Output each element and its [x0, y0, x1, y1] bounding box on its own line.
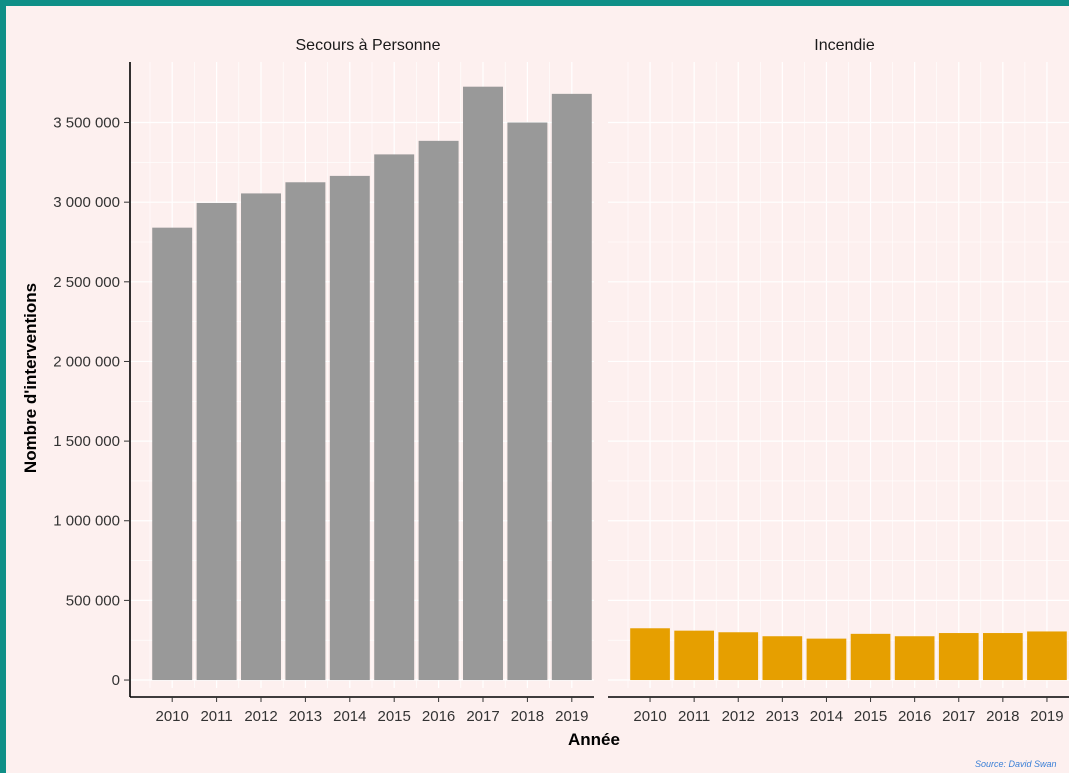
x-tick-label: 2010: [156, 708, 189, 725]
bar-secours-a-personne-2014: [329, 175, 370, 681]
x-tick-label: 2015: [378, 708, 411, 725]
bar-incendie-2010: [630, 628, 670, 681]
bar-secours-a-personne-2017: [463, 86, 503, 681]
x-tick-label: 2012: [722, 708, 755, 725]
source-caption: Source: David Swan: [975, 759, 1057, 769]
bar-incendie-2019: [1027, 631, 1067, 681]
panel-secours-a-personne: 2010 2011 2012 2013 2014 2015 2016 2017 2018 2019…: [130, 37, 594, 725]
y-axis-title: Nombre d'interventions: [21, 283, 40, 473]
bar-incendie-2011: [674, 630, 714, 681]
panel-incendie: 2010 2011 2012 2013 2014 2015 2016 2017 2018 2019…: [608, 37, 1069, 725]
y-tick-label: 1 500 000: [53, 433, 120, 450]
x-tick-label: 2013: [289, 708, 322, 725]
bar-incendie-2014: [806, 638, 847, 681]
strip-label-incendie: Incendie: [814, 37, 875, 54]
strip-label-secours-a-personne: Secours à Personne: [296, 37, 441, 54]
y-tick-label: 500 000: [66, 592, 120, 609]
x-tick-label: 2012: [244, 708, 277, 725]
panels: 2010 2011 2012 2013 2014 2015 2016 2017 2018 2019…: [130, 37, 1069, 725]
x-tick-label: 2011: [678, 708, 710, 725]
bar-incendie-2017: [938, 633, 979, 681]
x-tick-label: 2016: [422, 708, 455, 725]
bar-secours-a-personne-2012: [241, 193, 281, 681]
x-axis-title: Année: [568, 730, 620, 749]
bar-secours-a-personne-2018: [507, 122, 548, 681]
x-tick-label: 2014: [333, 708, 366, 725]
x-tick-label: 2015: [854, 708, 887, 725]
bar-secours-a-personne-2015: [374, 154, 415, 681]
y-tick-label: 3 500 000: [53, 115, 120, 132]
y-tick-label: 2 500 000: [53, 274, 120, 291]
x-tick-label: 2018: [986, 708, 1019, 725]
bar-incendie-2016: [894, 636, 935, 681]
bar-secours-a-personne-2011: [196, 202, 237, 681]
x-tick-label: 2011: [200, 708, 232, 725]
x-tick-label: 2017: [942, 708, 975, 725]
bar-secours-a-personne-2019: [551, 93, 592, 681]
x-tick-label: 2010: [633, 708, 666, 725]
x-tick-label: 2018: [511, 708, 544, 725]
bar-incendie-2018: [983, 633, 1023, 681]
bar-secours-a-personne-2016: [418, 140, 459, 681]
bar-secours-a-personne-2013: [285, 182, 326, 681]
x-tick-label: 2013: [766, 708, 799, 725]
x-tick-label: 2016: [898, 708, 931, 725]
bar-incendie-2012: [718, 632, 759, 681]
x-tick-label: 2014: [810, 708, 843, 725]
bar-incendie-2015: [850, 633, 891, 681]
y-tick-label: 3 000 000: [53, 194, 120, 211]
y-axis: 0 500 000 1 000 000 1 500 000 2 000 000 2 500…: [53, 62, 131, 697]
x-tick-label: 2017: [466, 708, 499, 725]
y-tick-label: 1 000 000: [53, 513, 120, 530]
y-tick-label: 2 000 000: [53, 353, 120, 370]
x-tick-label: 2019: [555, 708, 588, 725]
y-tick-label: 0: [112, 672, 120, 689]
x-tick-label: 2019: [1030, 708, 1063, 725]
bar-secours-a-personne-2010: [152, 227, 193, 681]
bar-incendie-2013: [762, 636, 803, 681]
